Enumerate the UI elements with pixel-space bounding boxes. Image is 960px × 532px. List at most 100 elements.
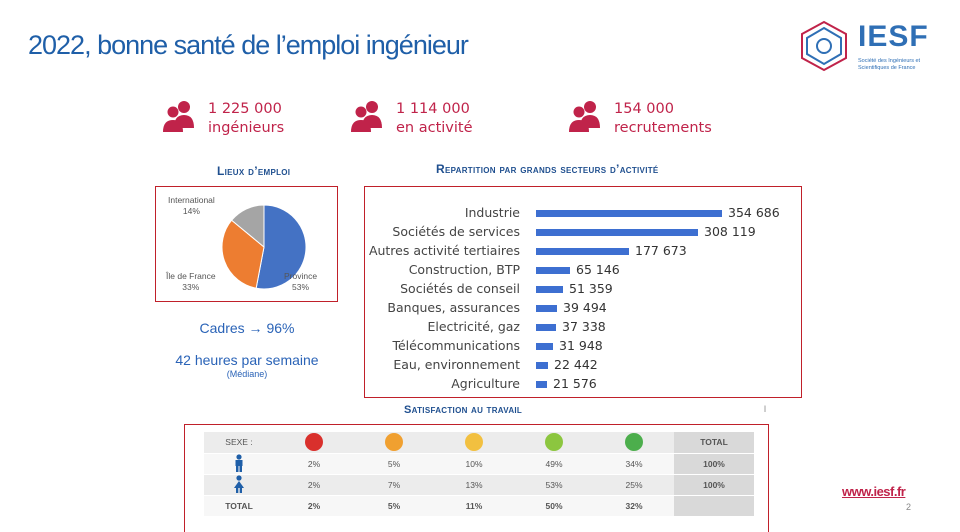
cell: 25% <box>594 474 674 496</box>
bar-category-label: Télécommunications <box>392 338 520 353</box>
bar-row: Sociétés de conseil 51 359 <box>365 280 803 299</box>
bar <box>536 267 570 274</box>
total-label: TOTAL <box>204 495 274 517</box>
pie-label-ile-de-france: Île de France 33% <box>166 271 216 292</box>
face-col <box>434 432 514 454</box>
stat-label: ingénieurs <box>208 120 285 136</box>
face-col <box>274 432 354 454</box>
bar-category-label: Sociétés de services <box>392 224 520 239</box>
bar-value-label: 22 442 <box>554 357 598 372</box>
bar-category-label: Banques, assurances <box>387 300 520 315</box>
cell: 49% <box>514 453 594 475</box>
cell: 7% <box>354 474 434 496</box>
sexe-header: SEXE : <box>204 432 274 454</box>
bar <box>536 286 563 293</box>
bar-row: Autres activité tertiaires 177 673 <box>365 242 803 261</box>
face-col <box>354 432 434 454</box>
bar-value-label: 308 119 <box>704 224 756 239</box>
unsatisfied-face-icon <box>385 433 403 452</box>
secteurs-chart: Industrie 354 686 Sociétés de services 308 … <box>364 186 802 398</box>
bar-category-label: Electricité, gaz <box>427 319 521 334</box>
lieux-chart: International 14% Île de France 33% Provin… <box>155 186 338 302</box>
very-satisfied-face-icon <box>625 433 643 452</box>
face-col <box>514 432 594 454</box>
lieux-title: Lieux d’emploi <box>217 164 291 178</box>
bar-value-label: 177 673 <box>635 243 687 258</box>
bar-value-label: 31 948 <box>559 338 603 353</box>
stat-value: 1 225 000 <box>208 101 282 117</box>
cadres-kpi: Cadres → 96% <box>199 320 295 336</box>
page-number: 2 <box>906 502 912 512</box>
satisfaction-table: SEXE : TOTAL 2% 5% 10% 49% 34% 100% 2% 7… <box>204 432 754 517</box>
table-row: 2% 5% 10% 49% 34% 100% <box>204 453 754 475</box>
bar <box>536 324 556 331</box>
cell: 11% <box>434 495 514 517</box>
bar-value-label: 354 686 <box>728 205 780 220</box>
bar-row: Agriculture 21 576 <box>365 375 803 394</box>
table-row: 2% 7% 13% 53% 25% 100% <box>204 474 754 496</box>
bar-value-label: 51 359 <box>569 281 613 296</box>
pie-slice <box>230 204 265 249</box>
bar-category-label: Sociétés de conseil <box>400 281 520 296</box>
bar-row: Construction, BTP 65 146 <box>365 261 803 280</box>
bar-category-label: Industrie <box>464 205 520 220</box>
stray-mark: l <box>764 404 766 414</box>
bar-value-label: 21 576 <box>553 376 597 391</box>
bar-row: Eau, environnement 22 442 <box>365 356 803 375</box>
cell: 13% <box>434 474 514 496</box>
pie-slice <box>255 204 307 290</box>
bar-row: Electricité, gaz 37 338 <box>365 318 803 337</box>
website-link[interactable]: www.iesf.fr <box>842 484 906 499</box>
bar <box>536 362 548 369</box>
bar-row: Télécommunications 31 948 <box>365 337 803 356</box>
cell: 10% <box>434 453 514 475</box>
bar <box>536 229 698 236</box>
cell: 5% <box>354 453 434 475</box>
heures-kpi: 42 heures par semaine <box>175 352 319 368</box>
bar <box>536 210 722 217</box>
bar-category-label: Construction, BTP <box>408 262 520 277</box>
mediane-note: (Médiane) <box>226 369 268 379</box>
woman-icon <box>204 474 274 496</box>
pie-label-international: International 14% <box>168 195 215 216</box>
row-total: 100% <box>674 453 754 475</box>
iesf-logo-mark-icon <box>801 20 847 72</box>
cell: 32% <box>594 495 674 517</box>
satisfaction-title: Satisfaction au travail <box>404 404 523 416</box>
page-title: 2022, bonne santé de l’emploi ingénieur <box>28 30 469 60</box>
stat-value: 1 114 000 <box>396 101 470 117</box>
bar-value-label: 65 146 <box>576 262 620 277</box>
cell: 53% <box>514 474 594 496</box>
pie-chart <box>221 204 307 290</box>
bar <box>536 343 553 350</box>
row-total: 100% <box>674 474 754 496</box>
bar <box>536 248 629 255</box>
stat-label: recrutements <box>614 120 712 136</box>
bar-value-label: 39 494 <box>563 300 607 315</box>
cell: 2% <box>274 495 354 517</box>
bar-row: Sociétés de services 308 119 <box>365 223 803 242</box>
row-total <box>674 495 754 517</box>
bar-row: Banques, assurances 39 494 <box>365 299 803 318</box>
cell: 2% <box>274 453 354 475</box>
bar-value-label: 37 338 <box>562 319 606 334</box>
satisfied-face-icon <box>545 433 563 452</box>
pie-label-province: Province 53% <box>284 271 318 292</box>
iesf-logo: IESF Société des Ingénieurs et Scientifi… <box>796 14 944 82</box>
people-icon <box>351 101 382 132</box>
table-total-row: TOTAL 2% 5% 11% 50% 32% <box>204 495 754 517</box>
very-unsatisfied-face-icon <box>305 433 323 452</box>
people-icon <box>163 101 194 132</box>
stat-label: en activité <box>396 120 473 136</box>
man-icon <box>204 453 274 475</box>
cell: 34% <box>594 453 674 475</box>
satisfaction-panel <box>184 424 769 532</box>
logo-name: IESF <box>858 20 929 53</box>
bar-category-label: Autres activité tertiaires <box>368 243 520 258</box>
secteurs-title: Repartition par grands secteurs d’activi… <box>436 162 659 176</box>
people-icon <box>569 101 600 132</box>
bar-row: Industrie 354 686 <box>365 204 803 223</box>
total-header: TOTAL <box>674 432 754 454</box>
bar-category-label: Agriculture <box>451 376 520 391</box>
cell: 2% <box>274 474 354 496</box>
